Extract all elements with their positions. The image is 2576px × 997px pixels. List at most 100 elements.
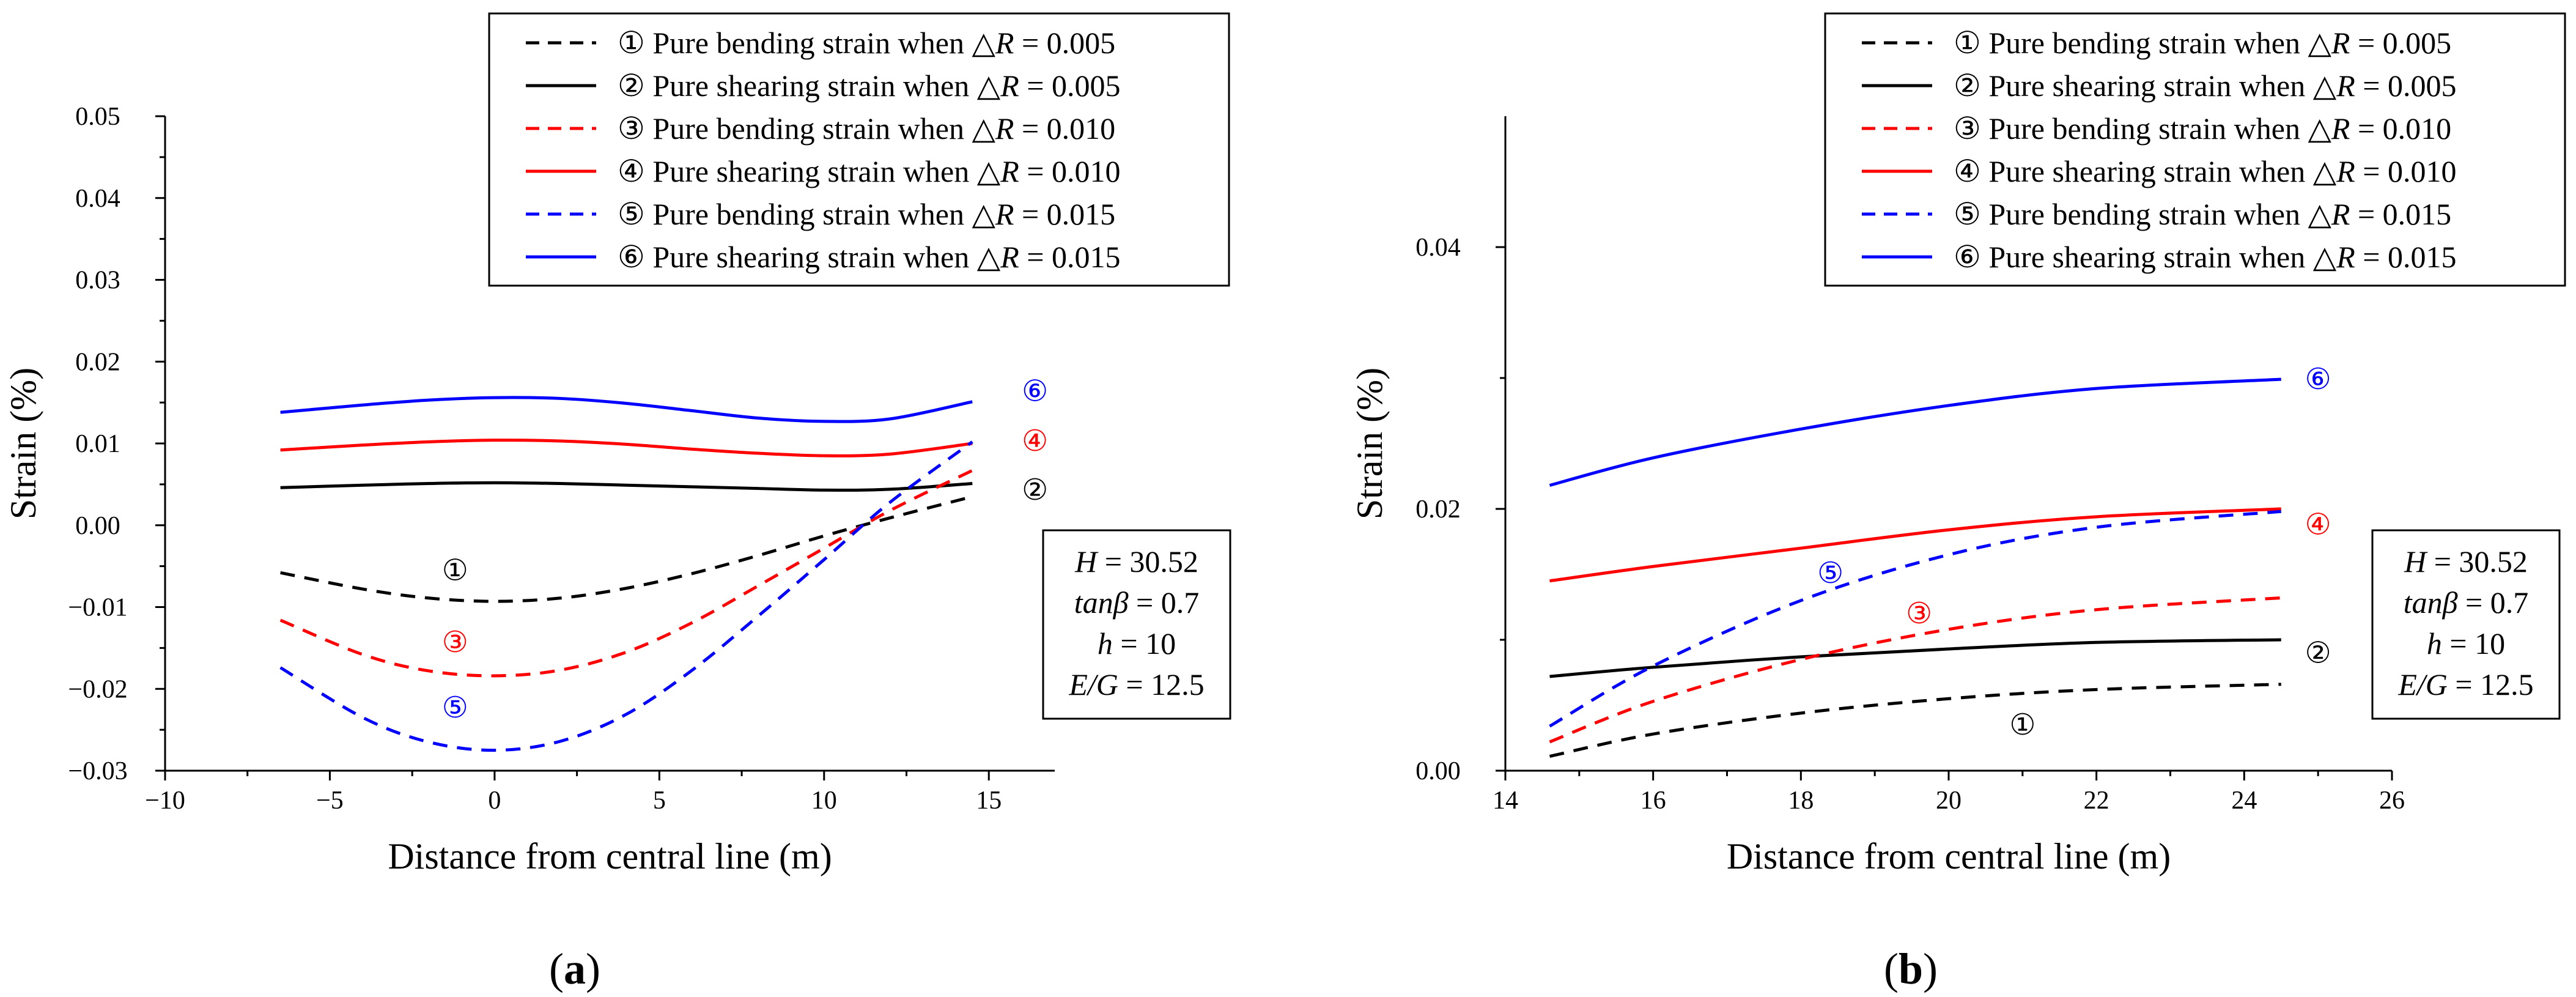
x-tick-label: 0 <box>488 787 501 815</box>
legend-value: = 0.015 <box>2355 240 2457 274</box>
x-tick-label: 16 <box>1640 787 1666 815</box>
legend-label: Pure bending strain when △ <box>1988 111 2331 146</box>
legend-entry: ② Pure shearing strain when △R = 0.005 <box>618 69 1120 103</box>
series-marker-label: ② <box>1022 474 1048 506</box>
legend-symbol: R <box>2336 240 2355 274</box>
x-tick-label: 10 <box>811 787 837 815</box>
y-tick-label: −0.02 <box>68 675 127 703</box>
legend-marker: ③ <box>618 111 652 146</box>
series-marker-label: ③ <box>1906 598 1932 630</box>
legend-box <box>1824 12 2566 287</box>
parameter-line: E/G = 12.5 <box>2397 667 2533 702</box>
x-axis-title: Distance from central line (m) <box>1727 836 2171 877</box>
parameter-line: h = 10 <box>1098 626 1176 661</box>
parameter-line: tanβ = 0.7 <box>1074 585 1200 620</box>
series-line-② <box>1549 638 2281 678</box>
series-line-③ <box>279 469 973 678</box>
parameter-value: = 10 <box>2442 626 2505 661</box>
series-marker-label: ③ <box>442 626 468 659</box>
series-marker-label: ⑥ <box>1022 375 1048 407</box>
y-tick-label: 0.01 <box>75 430 120 458</box>
legend-entry: ⑥ Pure shearing strain when △R = 0.015 <box>1954 240 2456 274</box>
parameter-symbol: H <box>2404 544 2428 579</box>
parameter-line: H = 30.52 <box>2404 544 2528 579</box>
series-line-⑤ <box>1549 510 2281 728</box>
x-tick-label: −5 <box>316 787 344 815</box>
legend-symbol: R <box>2331 26 2350 60</box>
series-line-④ <box>1549 507 2281 583</box>
legend-value: = 0.015 <box>1014 197 1115 231</box>
y-tick-label: 0.00 <box>75 512 120 540</box>
parameter-value: = 30.52 <box>1097 544 1198 579</box>
series-line-④ <box>280 439 973 458</box>
legend-entry: ④ Pure shearing strain when △R = 0.010 <box>1954 154 2456 188</box>
parameter-symbol: h <box>2427 626 2442 661</box>
y-axis-title: Strain (%) <box>1349 368 1390 519</box>
legend-label: Pure bending strain when △ <box>652 26 995 60</box>
x-tick-label: 24 <box>2231 787 2257 815</box>
paren-open: ( <box>1884 944 1899 993</box>
subfigure-label: (a) <box>549 944 600 993</box>
series-marker-label: ② <box>2305 637 2331 669</box>
legend-value: = 0.005 <box>2350 26 2451 60</box>
legend-value: = 0.010 <box>2355 154 2457 188</box>
legend-box <box>488 12 1230 287</box>
legend-marker: ④ <box>618 154 652 188</box>
x-tick-label: 18 <box>1788 787 1814 815</box>
series-marker-label: ① <box>2009 709 2035 741</box>
series-marker-label: ⑤ <box>1817 557 1843 590</box>
legend-symbol: R <box>995 111 1014 146</box>
legend-entry: ④ Pure shearing strain when △R = 0.010 <box>618 154 1120 188</box>
legend-symbol: R <box>995 26 1014 60</box>
series-line-⑥ <box>1549 377 2281 487</box>
legend-entry: ② Pure shearing strain when △R = 0.005 <box>1954 69 2456 103</box>
legend-symbol: R <box>1000 69 1019 103</box>
legend-entry: ① Pure bending strain when △R = 0.005 <box>1954 26 2451 60</box>
legend-symbol: R <box>2336 154 2355 188</box>
y-tick-label: 0.04 <box>75 185 120 213</box>
legend-symbol: R <box>995 197 1014 231</box>
y-tick-label: 0.05 <box>75 103 120 131</box>
parameter-value: = 0.7 <box>1129 585 1200 620</box>
legend-symbol: R <box>1000 240 1019 274</box>
parameter-symbol: E/G <box>1068 667 1118 702</box>
subfigure-letter: a <box>564 944 586 993</box>
legend-value: = 0.005 <box>1014 26 1115 60</box>
parameter-symbol: tanβ <box>2404 585 2458 620</box>
legend-label: Pure shearing strain when △ <box>1988 69 2336 103</box>
legend-entry: ③ Pure bending strain when △R = 0.010 <box>1954 111 2451 146</box>
y-tick-label: 0.02 <box>75 348 120 376</box>
y-tick-label: 0.02 <box>1415 495 1461 524</box>
x-tick-label: 15 <box>976 787 1002 815</box>
parameter-value: = 12.5 <box>2448 667 2534 702</box>
legend-marker: ⑥ <box>618 240 652 274</box>
legend-value: = 0.005 <box>2355 69 2457 103</box>
legend-value: = 0.010 <box>1019 154 1121 188</box>
chart-b: 14 16 18 20 22 24 26 0.00 0.02 0.04 Distance from … <box>1349 12 2566 993</box>
parameter-line: H = 30.52 <box>1074 544 1198 579</box>
legend-value: = 0.015 <box>1019 240 1121 274</box>
x-tick-label: 14 <box>1493 787 1518 815</box>
x-tick-label: 22 <box>2084 787 2109 815</box>
x-tick-label: 5 <box>653 787 666 815</box>
chart-a: −10 −5 0 5 10 15 −0.03 −0.02 −0.01 0.00 0.01 0.02 0.… <box>3 12 1231 993</box>
series-line-① <box>1549 683 2281 758</box>
parameter-symbol: h <box>1098 626 1113 661</box>
legend-label: Pure bending strain when △ <box>652 197 995 231</box>
parameter-symbol: tanβ <box>1074 585 1129 620</box>
legend-marker: ① <box>1954 26 1988 60</box>
legend-label: Pure shearing strain when △ <box>652 240 1000 274</box>
parameter-frame <box>2371 529 2561 720</box>
parameter-value: = 12.5 <box>1118 667 1205 702</box>
legend-label: Pure shearing strain when △ <box>1988 240 2336 274</box>
series-line-⑤ <box>279 440 973 752</box>
parameter-box: H = 30.52 tanβ = 0.7 h = 10 E/G = 12.5 <box>1042 529 1231 720</box>
legend-marker: ① <box>618 26 652 60</box>
series-line-① <box>280 495 973 603</box>
y-tick-label: −0.01 <box>68 594 127 622</box>
legend-marker: ④ <box>1954 154 1988 188</box>
paren-open: ( <box>549 944 564 993</box>
legend-value: = 0.005 <box>1019 69 1121 103</box>
